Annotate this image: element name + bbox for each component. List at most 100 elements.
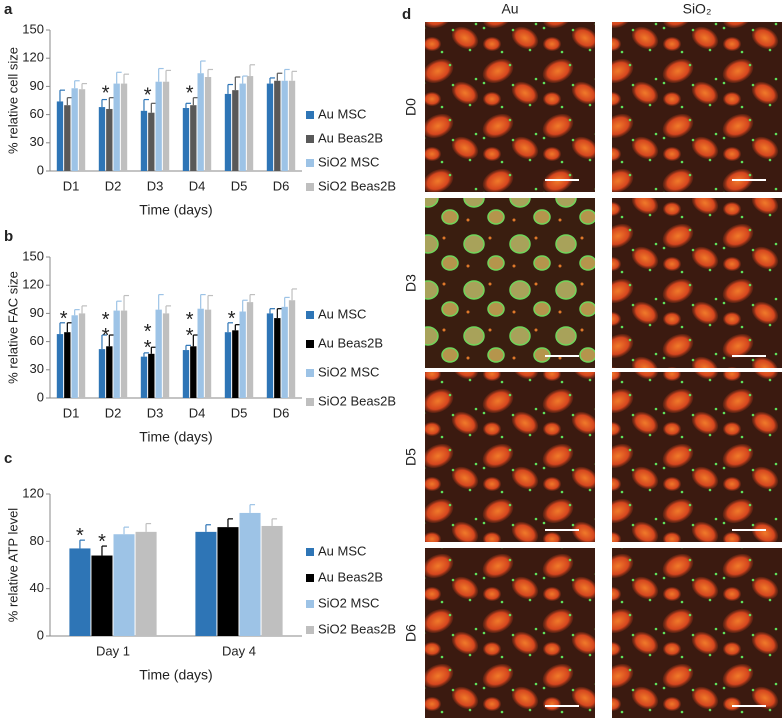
bar <box>182 350 190 398</box>
bar <box>98 349 106 398</box>
y-tick-label: 90 <box>30 78 44 93</box>
x-tick-label: D5 <box>231 178 248 193</box>
y-axis-title: % relative ATP level <box>5 508 20 623</box>
bar <box>246 76 254 171</box>
bar <box>106 346 113 398</box>
column-label: Au <box>501 1 518 17</box>
y-tick-label: 40 <box>30 580 44 595</box>
row-label: D0 <box>403 98 419 116</box>
legend-label: Au MSC <box>318 306 366 321</box>
bar <box>135 531 157 636</box>
x-tick-label: D4 <box>189 405 206 420</box>
bar <box>190 105 197 171</box>
bar <box>162 313 170 398</box>
bar <box>106 108 113 171</box>
significance-mark: ** <box>137 321 159 353</box>
x-tick-label: D1 <box>63 178 80 193</box>
bar <box>232 330 239 398</box>
legend-swatch <box>306 183 314 191</box>
bar <box>204 77 212 171</box>
bar <box>274 318 281 398</box>
bar <box>182 108 190 171</box>
bar <box>78 89 86 171</box>
micrograph <box>612 22 782 192</box>
legend-label: SiO2 MSC <box>318 364 379 379</box>
legend-label: SiO2 Beas2B <box>318 621 396 636</box>
column-label: SiO₂ <box>683 1 712 17</box>
micrograph <box>425 198 595 368</box>
bar <box>113 534 135 636</box>
legend-label: SiO2 MSC <box>318 595 379 610</box>
bar <box>78 313 86 398</box>
y-tick-label: 0 <box>37 389 44 404</box>
significance-mark: * <box>69 525 91 541</box>
bar <box>64 332 71 398</box>
y-tick-label: 120 <box>22 50 44 65</box>
legend-swatch <box>306 135 314 143</box>
bar <box>120 310 128 398</box>
row-label: D3 <box>403 274 419 292</box>
legend-swatch <box>306 600 314 608</box>
bar <box>162 81 170 171</box>
legend-label: SiO2 MSC <box>318 154 379 169</box>
bar <box>274 80 281 171</box>
bar <box>56 101 64 171</box>
x-tick-label: D2 <box>105 405 122 420</box>
bar <box>281 306 288 398</box>
bar <box>190 346 197 398</box>
panel-label: c <box>4 450 12 467</box>
y-tick-label: 30 <box>30 134 44 149</box>
y-tick-label: 60 <box>30 106 44 121</box>
x-tick-label: D3 <box>147 405 164 420</box>
significance-mark: * <box>179 83 201 99</box>
significance-mark: * <box>91 531 113 547</box>
bar <box>113 83 120 171</box>
y-tick-label: 150 <box>22 21 44 36</box>
panel-label: b <box>4 228 13 245</box>
significance-mark: * <box>137 85 159 101</box>
x-tick-label: Day 1 <box>96 643 130 658</box>
bar <box>140 356 148 398</box>
legend-label: Au MSC <box>318 106 366 121</box>
x-tick-label: Day 4 <box>222 643 256 658</box>
legend-label: Au Beas2B <box>318 569 383 584</box>
x-tick-label: D3 <box>147 178 164 193</box>
x-tick-label: D1 <box>63 405 80 420</box>
x-tick-label: D4 <box>189 178 206 193</box>
y-tick-label: 150 <box>22 248 44 263</box>
y-tick-label: 30 <box>30 361 44 376</box>
bar <box>148 353 155 398</box>
micrograph <box>612 372 782 542</box>
micrograph <box>425 548 595 718</box>
bar <box>148 112 155 171</box>
y-tick-label: 0 <box>37 627 44 642</box>
legend-swatch <box>306 159 314 167</box>
legend-swatch <box>306 369 314 377</box>
legend-label: Au Beas2B <box>318 130 383 145</box>
legend-label: SiO2 Beas2B <box>318 393 396 408</box>
x-tick-label: D2 <box>105 178 122 193</box>
legend-swatch <box>306 311 314 319</box>
bar <box>288 300 296 398</box>
y-axis-title: % relative cell size <box>5 47 20 154</box>
legend-label: Au MSC <box>318 543 366 558</box>
bar <box>197 308 204 398</box>
x-tick-label: D5 <box>231 405 248 420</box>
panel-label: d <box>402 6 411 23</box>
bar <box>140 110 148 171</box>
bar <box>98 107 106 171</box>
bar <box>71 88 78 171</box>
bar <box>246 302 254 398</box>
bar <box>239 512 261 636</box>
significance-mark: * <box>53 308 75 324</box>
y-tick-label: 0 <box>37 162 44 177</box>
bar <box>224 332 232 398</box>
bar <box>56 334 64 398</box>
bar <box>197 73 204 171</box>
y-tick-label: 90 <box>30 305 44 320</box>
legend-swatch <box>306 626 314 634</box>
micrograph <box>612 198 782 368</box>
y-tick-label: 80 <box>30 533 44 548</box>
legend-swatch <box>306 111 314 119</box>
